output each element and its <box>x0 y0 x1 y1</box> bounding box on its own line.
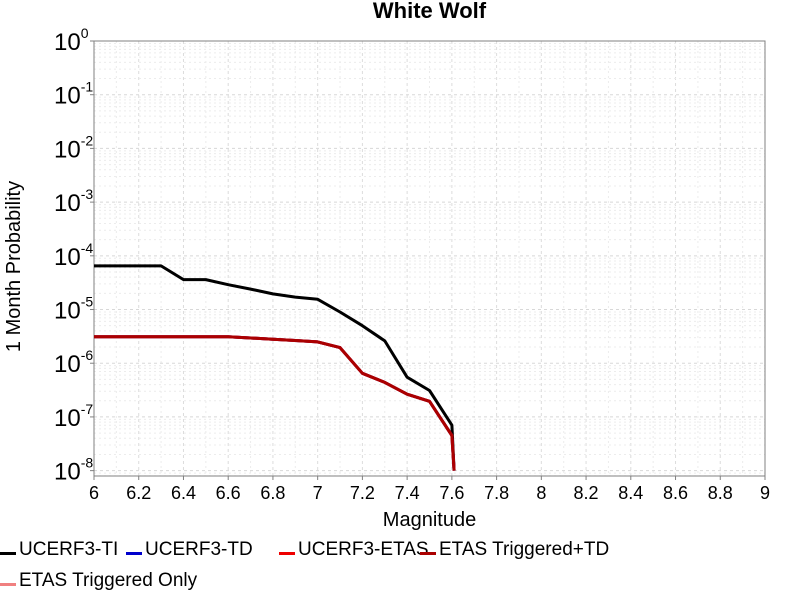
x-tick-label: 6.8 <box>260 483 285 503</box>
y-tick-label: 10-6 <box>54 347 93 378</box>
x-tick-label: 6.2 <box>126 483 151 503</box>
x-tick-label: 6.6 <box>216 483 241 503</box>
legend-swatch <box>420 551 436 555</box>
series-line-ucerf3-td <box>94 335 456 471</box>
legend-item-ucerf3-ti: UCERF3-TI <box>0 536 118 564</box>
y-tick-label: 10-7 <box>54 401 93 432</box>
series-lines <box>94 264 456 471</box>
y-tick-label: 10-5 <box>54 294 93 325</box>
legend-item-ucerf3-td: UCERF3-TD <box>126 536 253 564</box>
legend-swatch <box>0 582 16 586</box>
y-tick-label: 10-4 <box>54 240 93 271</box>
x-tick-label: 6 <box>89 483 99 503</box>
x-tick-label: 7.4 <box>395 483 420 503</box>
series-line-ucerf3-ti <box>94 264 456 471</box>
legend-label: ETAS Triggered+TD <box>439 539 610 560</box>
x-tick-label: 8.4 <box>618 483 643 503</box>
y-tick-label: 10-1 <box>54 79 93 110</box>
x-tick-label: 7.6 <box>439 483 464 503</box>
x-tick-label: 9 <box>760 483 770 503</box>
chart: 6 6.2 6.4 6.6 6.8 7 7.2 7.4 7.6 7.8 8 8.2 8.4 8.6 8.8 9… <box>3 0 770 531</box>
grid <box>93 40 766 477</box>
legend: UCERF3-TI UCERF3-TD UCERF3-ETAS ETAS Trigge… <box>0 536 800 600</box>
legend-item-etas-triggered-only: ETAS Triggered Only <box>0 567 197 595</box>
x-tick-label: 8 <box>536 483 546 503</box>
x-axis-ticks: 6 6.2 6.4 6.6 6.8 7 7.2 7.4 7.6 7.8 8 8.2 8.4 8.6 8.8 9 <box>89 476 770 503</box>
legend-swatch <box>0 551 16 555</box>
legend-item-etas-triggered-td: ETAS Triggered+TD <box>420 536 609 564</box>
legend-swatch <box>279 551 295 555</box>
y-tick-label: 100 <box>54 25 89 56</box>
y-tick-label: 10-8 <box>54 455 93 486</box>
legend-label: UCERF3-TD <box>145 539 253 560</box>
series-line-ucerf3-etas <box>94 335 456 471</box>
legend-item-ucerf3-etas: UCERF3-ETAS <box>279 536 429 564</box>
x-tick-label: 8.6 <box>663 483 688 503</box>
legend-label: UCERF3-ETAS <box>298 539 429 560</box>
x-tick-label: 6.4 <box>171 483 196 503</box>
x-tick-label: 7.2 <box>350 483 375 503</box>
series-line-etas-triggered-td <box>94 335 456 471</box>
y-tick-label: 10-3 <box>54 186 93 217</box>
x-tick-label: 8.2 <box>574 483 599 503</box>
y-tick-label: 10-2 <box>54 132 93 163</box>
legend-label: ETAS Triggered Only <box>19 570 198 591</box>
x-tick-label: 7 <box>313 483 323 503</box>
x-tick-label: 7.8 <box>484 483 509 503</box>
y-axis-label: 1 Month Probability <box>3 181 25 352</box>
y-axis-ticks: 100 10-1 10-2 10-3 10-4 10-5 10-6 10-7 10-8 <box>54 25 94 486</box>
legend-label: UCERF3-TI <box>19 539 119 560</box>
x-axis-label: Magnitude <box>383 509 476 531</box>
chart-title: White Wolf <box>373 0 487 23</box>
plot-area <box>93 40 766 477</box>
legend-swatch <box>126 551 142 555</box>
x-tick-label: 8.8 <box>708 483 733 503</box>
